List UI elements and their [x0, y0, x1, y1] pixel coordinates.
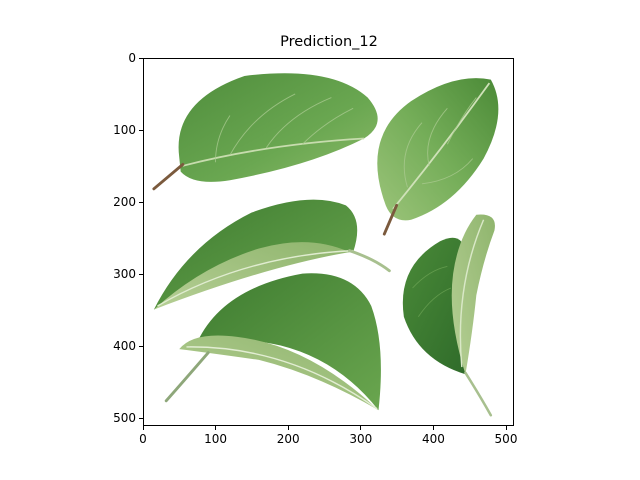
y-tick-label: 200 — [113, 195, 136, 210]
leaf-middle — [153, 199, 391, 310]
leaf-bottom-right — [402, 214, 495, 417]
leaf-top-right — [377, 78, 499, 236]
x-tick-mark — [142, 426, 144, 430]
image-display — [143, 58, 514, 426]
x-tick-label: 500 — [494, 432, 518, 446]
x-tick-mark — [287, 426, 289, 430]
y-tick-label: 100 — [113, 123, 136, 138]
y-tick-label: 300 — [113, 267, 136, 282]
x-tick-mark — [432, 426, 434, 430]
y-tick-mark — [139, 129, 143, 131]
x-tick-label: 300 — [349, 432, 373, 446]
y-tick-mark — [139, 57, 143, 59]
y-tick-mark — [139, 273, 143, 275]
y-tick-mark — [139, 417, 143, 419]
y-tick-mark — [139, 345, 143, 347]
leaf-image — [143, 58, 514, 426]
y-tick-mark — [139, 201, 143, 203]
leaf-bottom — [164, 273, 381, 411]
y-tick-label: 400 — [113, 339, 136, 354]
y-tick-label: 500 — [113, 411, 136, 426]
plot-title: Prediction_12 — [280, 34, 378, 50]
x-tick-label: 0 — [139, 432, 147, 446]
x-tick-label: 100 — [204, 432, 228, 446]
y-tick-label: 0 — [128, 51, 136, 65]
x-tick-label: 200 — [276, 432, 300, 446]
x-tick-label: 400 — [421, 432, 445, 446]
leaf-top-left — [152, 73, 378, 191]
x-tick-mark — [360, 426, 362, 430]
x-tick-mark — [215, 426, 217, 430]
x-tick-mark — [505, 426, 507, 430]
